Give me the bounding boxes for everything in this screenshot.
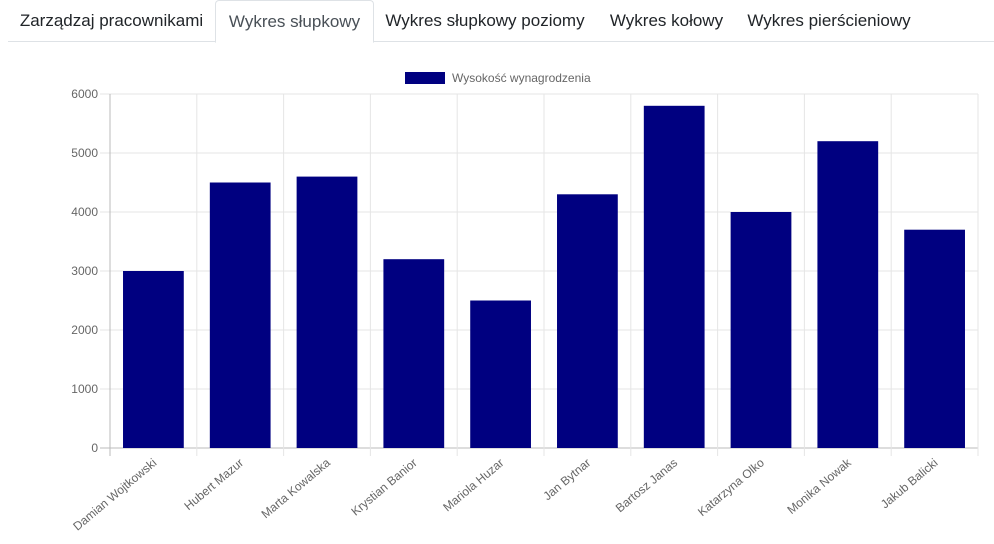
legend-label: Wysokość wynagrodzenia — [452, 71, 591, 85]
x-tick-label: Jan Bytnar — [540, 456, 593, 504]
tab-bar-chart[interactable]: Wykres słupkowy — [215, 0, 374, 43]
x-tick-label: Katarzyna Olko — [695, 455, 767, 519]
tab-manage-employees[interactable]: Zarządzaj pracownikami — [19, 11, 204, 30]
legend-swatch — [405, 72, 445, 84]
chart-grid — [100, 93, 979, 456]
x-tick-label: Monika Nowak — [784, 455, 854, 517]
x-tick-label: Hubert Mazur — [181, 456, 246, 513]
bar[interactable] — [123, 271, 184, 448]
bar[interactable] — [383, 259, 445, 448]
bar[interactable] — [470, 300, 531, 449]
y-tick-label: 4000 — [71, 205, 98, 219]
x-tick-label: Damian Wojtkowski — [70, 456, 159, 534]
bar[interactable] — [730, 212, 792, 448]
y-tick-label: 2000 — [71, 323, 98, 337]
y-tick-label: 1000 — [71, 382, 98, 396]
bar[interactable] — [296, 176, 358, 448]
chart-legend[interactable]: Wysokość wynagrodzenia — [405, 71, 591, 85]
bar[interactable] — [904, 229, 965, 448]
x-tick-label: Krystian Banior — [348, 456, 419, 519]
bar[interactable] — [643, 105, 705, 449]
y-tick-label: 6000 — [71, 87, 98, 101]
x-tick-label: Marta Kowalska — [259, 455, 334, 521]
y-tick-label: 5000 — [71, 146, 98, 160]
x-tick-label: Bartosz Janas — [613, 456, 680, 516]
y-axis: 0 1000 2000 3000 4000 5000 6000 — [71, 87, 98, 455]
y-tick-label: 3000 — [71, 264, 98, 278]
bar[interactable] — [557, 194, 618, 448]
tab-bar: Zarządzaj pracownikami Wykres słupkowy W… — [8, 0, 994, 43]
bar[interactable] — [817, 141, 879, 448]
x-axis: Damian Wojtkowski Hubert Mazur Marta Kowal… — [70, 455, 940, 534]
bar[interactable] — [209, 182, 271, 449]
bar-chart: 0 1000 2000 3000 4000 5000 6000 Damian Wojtkow… — [70, 71, 979, 534]
tab-doughnut-chart[interactable]: Wykres pierścieniowy — [747, 11, 911, 30]
tab-horizontal-bar-chart[interactable]: Wykres słupkowy poziomy — [385, 11, 585, 30]
tab-pie-chart[interactable]: Wykres kołowy — [609, 11, 724, 30]
x-tick-label: Jakub Balicki — [878, 456, 941, 512]
x-tick-label: Mariola Huzar — [440, 456, 506, 515]
y-tick-label: 0 — [91, 441, 98, 455]
chart-bars — [123, 105, 965, 449]
